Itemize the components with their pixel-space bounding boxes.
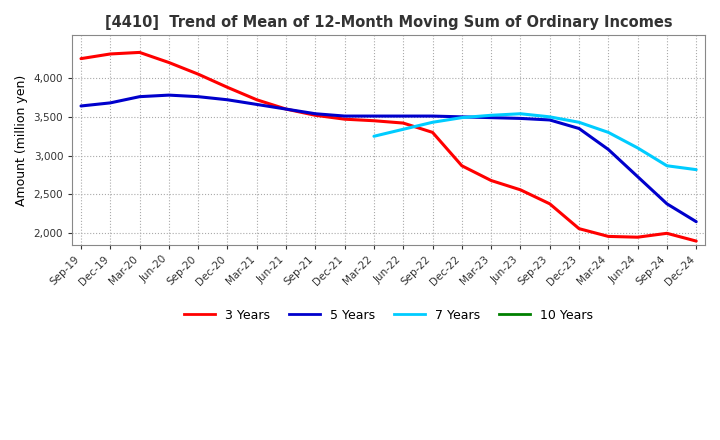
7 Years	[634, 145, 642, 150]
Y-axis label: Amount (million yen): Amount (million yen)	[15, 74, 28, 206]
3 Years	[399, 121, 408, 126]
3 Years	[604, 234, 613, 239]
3 Years	[516, 187, 525, 192]
5 Years	[428, 114, 437, 119]
5 Years	[369, 114, 378, 119]
5 Years	[194, 94, 202, 99]
3 Years	[282, 106, 290, 112]
7 Years	[516, 111, 525, 117]
3 Years	[106, 51, 114, 57]
5 Years	[692, 219, 701, 224]
7 Years	[692, 167, 701, 172]
3 Years	[341, 117, 349, 122]
5 Years	[341, 114, 349, 119]
7 Years	[369, 134, 378, 139]
3 Years	[428, 130, 437, 135]
3 Years	[457, 163, 466, 169]
3 Years	[223, 85, 232, 90]
3 Years	[135, 50, 144, 55]
5 Years	[575, 126, 583, 131]
3 Years	[692, 238, 701, 244]
3 Years	[546, 201, 554, 206]
Title: [4410]  Trend of Mean of 12-Month Moving Sum of Ordinary Incomes: [4410] Trend of Mean of 12-Month Moving …	[105, 15, 672, 30]
5 Years	[223, 97, 232, 103]
3 Years	[662, 231, 671, 236]
3 Years	[487, 178, 495, 183]
5 Years	[457, 114, 466, 120]
3 Years	[253, 97, 261, 103]
5 Years	[634, 174, 642, 179]
3 Years	[634, 235, 642, 240]
Line: 7 Years: 7 Years	[374, 114, 696, 170]
3 Years	[76, 56, 85, 61]
3 Years	[369, 118, 378, 123]
5 Years	[135, 94, 144, 99]
3 Years	[194, 72, 202, 77]
5 Years	[516, 116, 525, 121]
7 Years	[662, 163, 671, 169]
5 Years	[311, 111, 320, 117]
5 Years	[165, 92, 174, 98]
5 Years	[253, 102, 261, 107]
Line: 3 Years: 3 Years	[81, 52, 696, 241]
3 Years	[311, 113, 320, 118]
5 Years	[546, 117, 554, 123]
7 Years	[399, 127, 408, 132]
7 Years	[604, 130, 613, 135]
7 Years	[575, 120, 583, 125]
5 Years	[76, 103, 85, 109]
5 Years	[662, 201, 671, 206]
5 Years	[399, 114, 408, 119]
5 Years	[106, 100, 114, 106]
5 Years	[487, 115, 495, 120]
3 Years	[575, 226, 583, 231]
7 Years	[487, 113, 495, 118]
5 Years	[282, 106, 290, 112]
7 Years	[428, 120, 437, 125]
Legend: 3 Years, 5 Years, 7 Years, 10 Years: 3 Years, 5 Years, 7 Years, 10 Years	[179, 304, 598, 327]
Line: 5 Years: 5 Years	[81, 95, 696, 222]
3 Years	[165, 60, 174, 65]
7 Years	[546, 114, 554, 120]
5 Years	[604, 147, 613, 152]
7 Years	[457, 115, 466, 120]
